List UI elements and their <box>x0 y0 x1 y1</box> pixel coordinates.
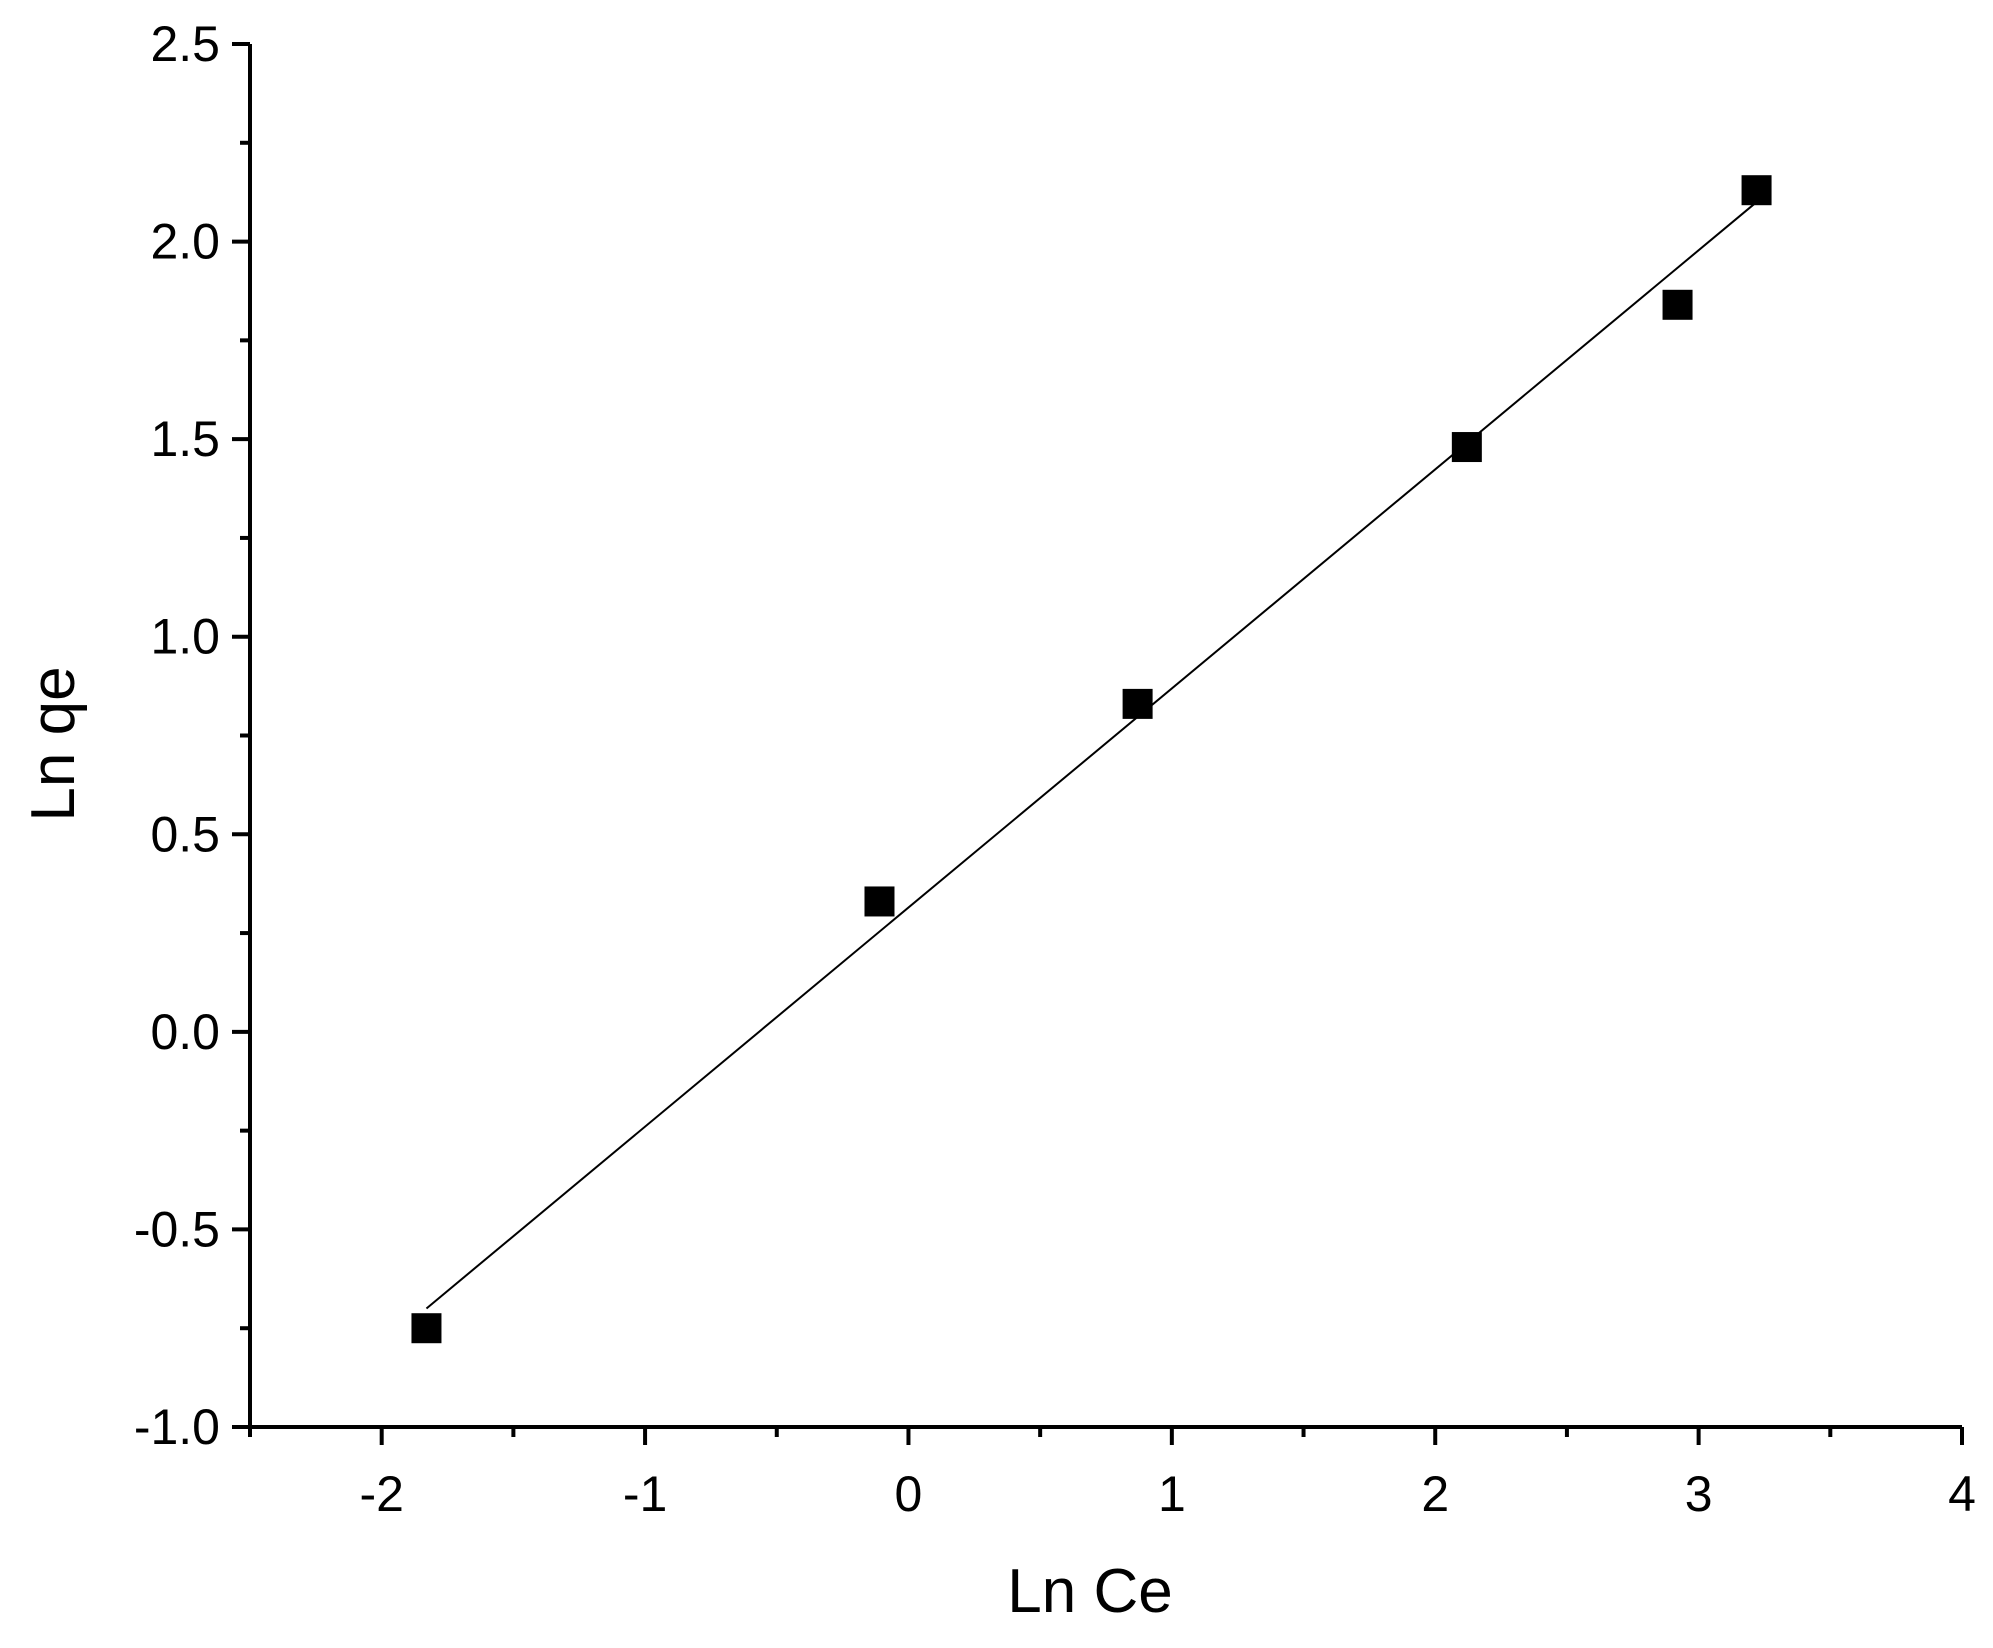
y-tick-label: 1.0 <box>150 609 220 665</box>
data-point <box>1662 289 1693 320</box>
y-tick-label: 0.5 <box>150 806 220 862</box>
x-tick-label: 4 <box>1948 1466 1976 1522</box>
data-points-group <box>411 175 1772 1344</box>
x-tick-label: -1 <box>623 1466 667 1522</box>
y-tick-label: -1.0 <box>134 1399 220 1455</box>
data-point <box>411 1313 442 1344</box>
x-axis-title: Ln Ce <box>1007 1557 1172 1626</box>
labels-group: Ln Ce Ln qe -1.0 -0.5 0.0 0.5 1.0 1.5 2.0 2.5 -2… <box>19 16 1976 1626</box>
y-tick-label: 2.5 <box>150 16 220 72</box>
y-tick-label: 2.0 <box>150 214 220 270</box>
x-tick-label: 2 <box>1421 1466 1449 1522</box>
fit-line-group <box>425 201 1758 1310</box>
data-point <box>1451 432 1482 463</box>
data-point <box>1122 688 1153 719</box>
y-tick-label: -0.5 <box>134 1201 220 1257</box>
x-tick-label: 3 <box>1685 1466 1713 1522</box>
y-tick-label: 0.0 <box>150 1004 220 1060</box>
linear-fit-line <box>425 201 1758 1310</box>
ticks-group <box>232 42 1964 1445</box>
y-axis-title: Ln qe <box>19 666 88 821</box>
x-tick-label: 0 <box>895 1466 923 1522</box>
axes-group <box>248 44 1962 1429</box>
x-tick-label: -2 <box>359 1466 403 1522</box>
x-tick-label: 1 <box>1158 1466 1186 1522</box>
data-point <box>864 886 895 917</box>
data-point <box>1741 175 1772 206</box>
y-tick-label: 1.5 <box>150 411 220 467</box>
